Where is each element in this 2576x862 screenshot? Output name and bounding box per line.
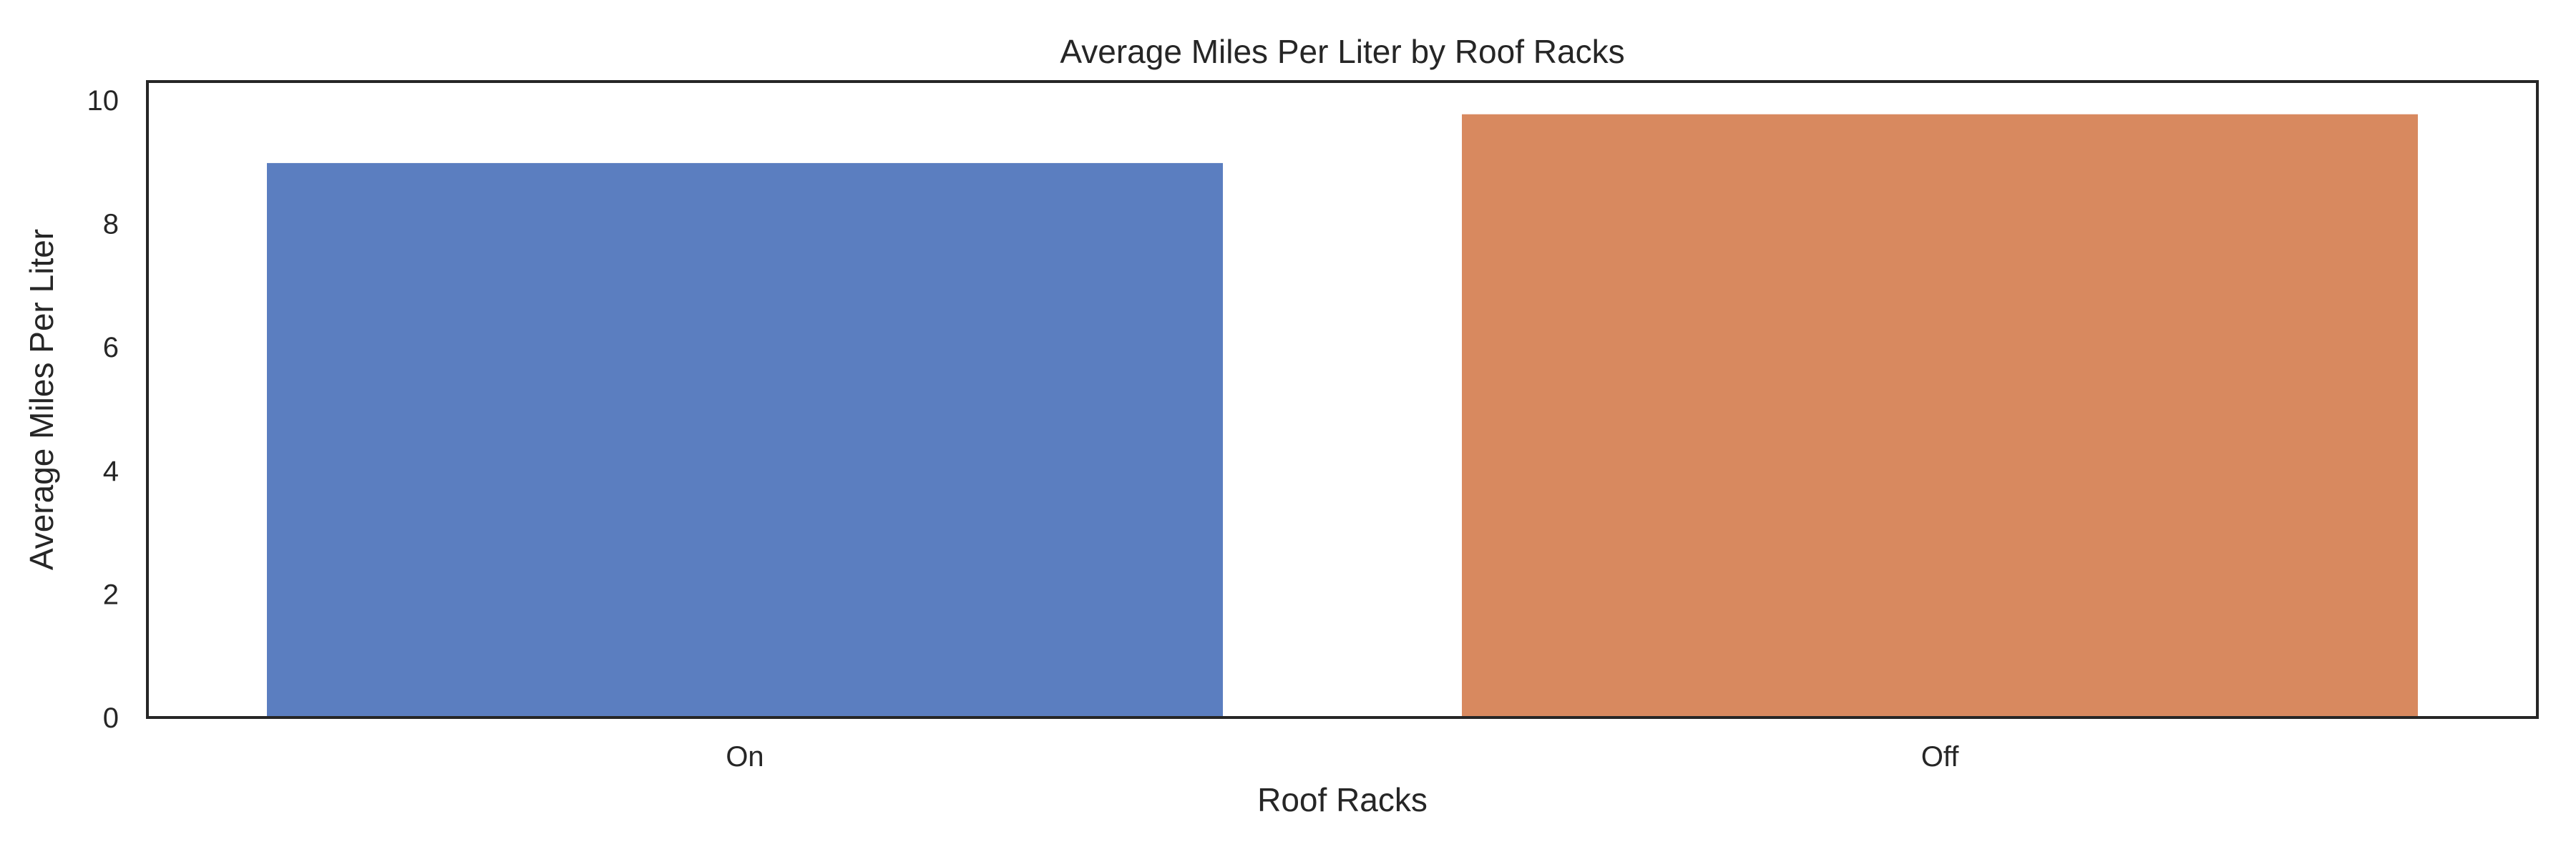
chart-title: Average Miles Per Liter by Roof Racks <box>1060 33 1624 70</box>
x-axis-label: Roof Racks <box>1257 781 1428 818</box>
x-axis-ticks: On Off <box>726 741 1959 773</box>
y-tick-label-10: 10 <box>87 85 119 117</box>
x-tick-label-off: Off <box>1921 741 1960 773</box>
y-tick-label-2: 2 <box>103 579 119 610</box>
y-axis-ticks: 0 2 4 6 8 10 <box>87 85 119 734</box>
x-tick-label-on: On <box>726 741 763 773</box>
bars-layer <box>267 114 2418 718</box>
plot-frame <box>146 80 2539 719</box>
bar-off <box>1462 114 2418 718</box>
y-axis-label: Average Miles Per Liter <box>23 229 60 570</box>
y-tick-label-6: 6 <box>103 332 119 363</box>
y-tick-label-8: 8 <box>103 209 119 240</box>
y-tick-label-4: 4 <box>103 456 119 487</box>
y-tick-label-0: 0 <box>103 702 119 734</box>
bar-on <box>267 162 1223 717</box>
